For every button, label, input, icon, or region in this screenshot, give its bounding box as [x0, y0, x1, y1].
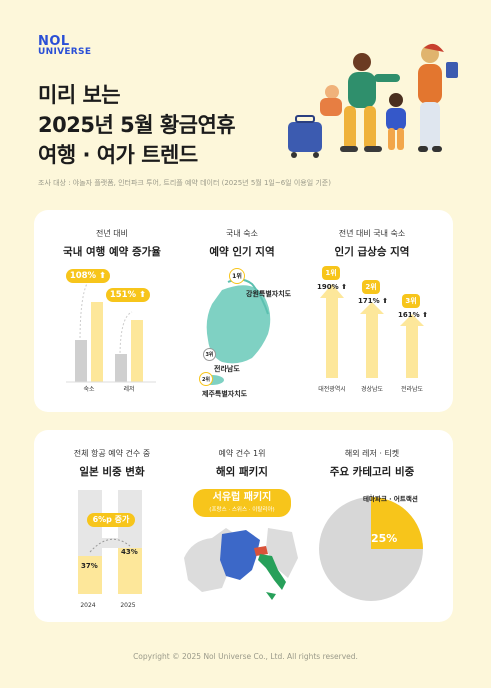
- logo-line2: UNIVERSE: [38, 47, 92, 57]
- brand-logo: NOL UNIVERSE: [38, 34, 92, 58]
- sec2-region-1: 강원특별자치도: [246, 290, 292, 298]
- sec4-year-1: 2024: [80, 602, 96, 609]
- sec1-bar-base-2: [115, 354, 127, 382]
- sec2-heading: 국내 숙소 예약 인기 지역: [172, 228, 312, 259]
- sec5-badge-sub: (프랑스 · 스위스 · 이탈리아): [209, 507, 275, 513]
- switzerland-shape: [254, 546, 268, 556]
- sec3-heading: 전년 대비 국내 숙소 인기 급상승 지역: [302, 228, 442, 259]
- sec1-value-2: 151%: [109, 290, 137, 300]
- page-title: 미리 보는 2025년 5월 황금연휴 여행 · 여가 트렌드: [38, 80, 236, 170]
- sec4-bar-2: [118, 548, 142, 594]
- sec1-bar-growth-2: [131, 320, 143, 382]
- sec5-title: 해외 패키지: [216, 466, 268, 478]
- sec4-year-2: 2025: [120, 602, 136, 609]
- sec1-heading: 전년 대비 국내 여행 예약 증가율: [42, 228, 182, 259]
- travelers-illustration: [288, 43, 458, 158]
- sec2-region-2: 제주특별자치도: [202, 390, 248, 398]
- title-line1: 미리 보는: [38, 83, 121, 107]
- sec1-sub: 전년 대비: [96, 229, 128, 238]
- sec3-arrows-chart: [320, 284, 424, 378]
- sec1-label-2: 레저: [123, 386, 135, 393]
- sec1-pill-1: 108% ⬆: [66, 269, 110, 283]
- sec6-slice-value: 25%: [371, 532, 398, 545]
- italy-shape: [258, 554, 286, 590]
- sec4-sub: 전체 항공 예약 건수 중: [73, 449, 151, 458]
- sec1-pill-2: 151% ⬆: [106, 288, 150, 302]
- sec4-heading: 전체 항공 예약 건수 중 일본 비중 변화: [42, 448, 182, 479]
- sec6-slice-label: 테마파크 · 어트랙션: [363, 495, 418, 503]
- sec4-value-2: 43%: [121, 548, 138, 556]
- copyright-footer: Copyright © 2025 Nol Universe Co., Ltd. …: [133, 652, 358, 661]
- sec3-arrow-2: [360, 302, 384, 378]
- sec3-value-1: 190% ⬆: [317, 283, 347, 291]
- pie-slice-theme-park: [371, 497, 423, 549]
- logo-line1: NOL: [38, 34, 70, 49]
- up-arrow-icon: ⬆: [422, 311, 428, 319]
- sec2-rank-pin-3: 3위: [203, 348, 216, 361]
- sec2-rank-pin-2: 2위: [199, 372, 213, 386]
- sec4-value-1: 37%: [81, 562, 98, 570]
- sec5-badge-title: 서유럽 패키지: [212, 492, 272, 503]
- sec2-rank-pin-1: 1위: [229, 268, 245, 284]
- sec1-value-1: 108%: [69, 271, 97, 281]
- sec1-bar-growth-1: [91, 302, 103, 382]
- sec3-region-1: 대전광역시: [318, 386, 346, 393]
- up-arrow-icon: ⬆: [382, 297, 388, 305]
- sec3-rank-3: 3위: [402, 294, 420, 308]
- france-shape: [220, 530, 260, 580]
- up-arrow-icon: ⬆: [139, 290, 147, 300]
- sec2-region-3: 전라남도: [214, 365, 240, 373]
- sec3-region-3: 전라남도: [400, 386, 424, 393]
- sec6-heading: 해외 레저 · 티켓 주요 카테고리 비중: [302, 448, 442, 479]
- sec6-pie-chart: [319, 494, 423, 601]
- sec3-value-1-text: 190%: [317, 283, 339, 291]
- sec3-title: 인기 급상승 지역: [334, 246, 410, 258]
- sec1-label-1: 숙소: [83, 386, 95, 393]
- sec2-title: 예약 인기 지역: [209, 246, 275, 258]
- sec5-sub: 예약 건수 1위: [218, 449, 266, 458]
- sec5-badge: 서유럽 패키지 (프랑스 · 스위스 · 이탈리아): [193, 489, 291, 517]
- survey-note: 조사 대상 : 야놀자 플랫폼, 인터파크 투어, 트리플 예약 데이터 (20…: [38, 179, 331, 187]
- sec3-value-2-text: 171%: [358, 297, 380, 305]
- sec2-sub: 국내 숙소: [226, 229, 258, 238]
- sec4-title: 일본 비중 변화: [79, 466, 145, 478]
- sec4-chart: [78, 490, 142, 594]
- sec3-value-3-text: 161%: [398, 311, 420, 319]
- sec3-rank-1: 1위: [322, 266, 340, 280]
- sec6-sub: 해외 레저 · 티켓: [344, 449, 400, 458]
- sec5-heading: 예약 건수 1위 해외 패키지: [172, 448, 312, 479]
- title-line2: 2025년 5월 황금연휴: [38, 113, 236, 137]
- up-arrow-icon: ⬆: [341, 283, 347, 291]
- sec3-region-2: 경상남도: [360, 386, 384, 393]
- europe-map: [184, 528, 298, 600]
- up-arrow-icon: ⬆: [99, 271, 107, 281]
- sec6-title: 주요 카테고리 비중: [329, 466, 415, 478]
- sec3-rank-2: 2위: [362, 280, 380, 294]
- sec3-arrow-3: [400, 314, 424, 378]
- sec1-chart: [66, 275, 156, 383]
- sec3-arrow-1: [320, 284, 344, 378]
- sec1-bar-base-1: [75, 340, 87, 382]
- sec3-sub: 전년 대비 국내 숙소: [338, 229, 406, 238]
- title-line3: 여행 · 여가 트렌드: [38, 143, 198, 167]
- sec3-value-2: 171% ⬆: [358, 297, 388, 305]
- sec1-title: 국내 여행 예약 증가율: [63, 246, 161, 258]
- sec3-value-3: 161% ⬆: [398, 311, 428, 319]
- sec4-badge: 6%p 증가: [87, 513, 135, 527]
- sec4-bar-1: [78, 556, 102, 594]
